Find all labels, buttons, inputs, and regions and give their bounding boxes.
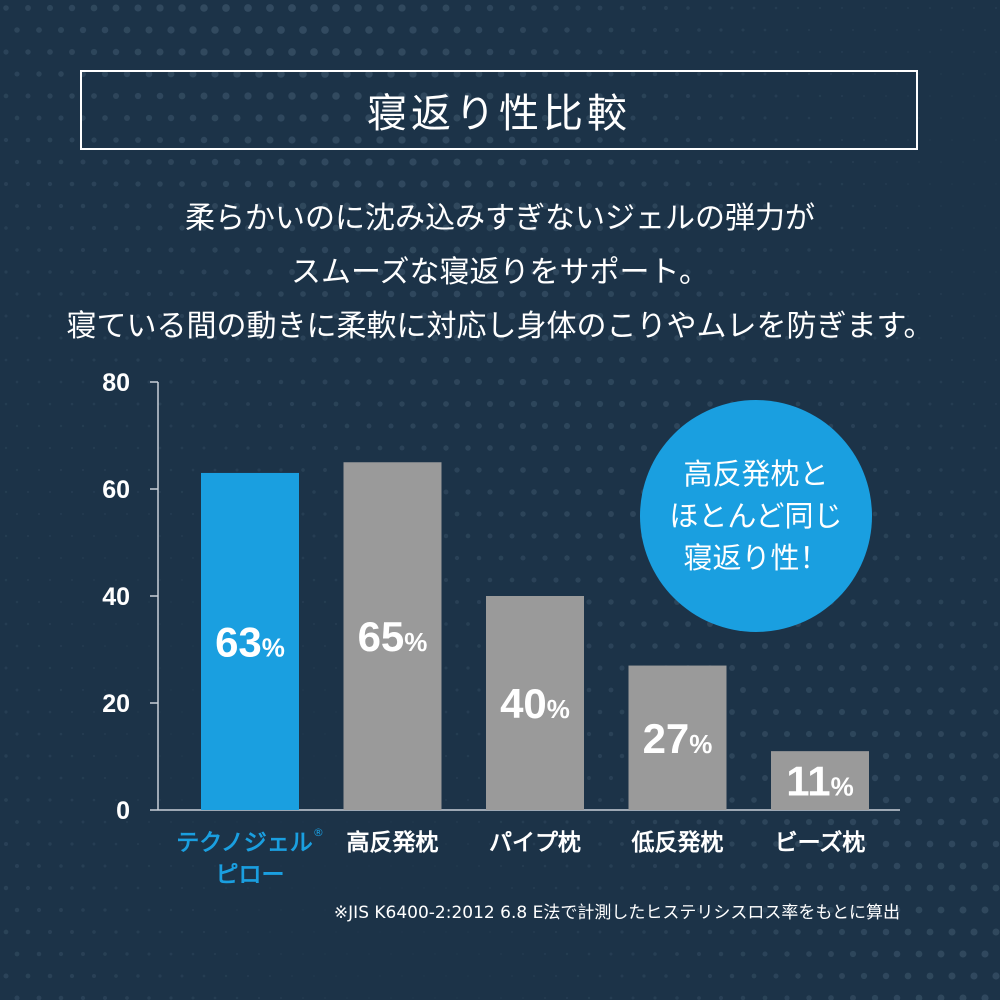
category-label-text: 高反発枕 (347, 829, 439, 856)
category-label-text: 低反発枕 (631, 830, 724, 856)
category-label-text: パイプ枕 (489, 830, 581, 856)
category-label: ビーズ枕 (775, 829, 866, 856)
data-label-value: 27 (643, 715, 690, 762)
data-label: 63% (215, 618, 285, 665)
description-line: 柔らかいのに沈み込みすぎないジェルの弾力が (185, 201, 815, 236)
y-tick-label: 60 (102, 476, 130, 504)
category-label-text: ビーズ枕 (775, 829, 866, 856)
bar-2 (486, 596, 584, 810)
y-tick-label: 80 (102, 369, 130, 397)
callout-line: 寝返り性！ (683, 541, 829, 575)
y-tick-label: 0 (116, 797, 130, 825)
data-label-unit: % (262, 632, 285, 662)
bar-3 (628, 665, 727, 810)
dot-pattern (3, 4, 1000, 1000)
data-label-unit: % (831, 772, 854, 802)
description-line: スムーズな寝返りをサポート。 (291, 255, 709, 290)
data-label-unit: % (547, 694, 570, 724)
bar-chart: 0 20 40 60 80 63% テクノジェル® ピロー 65% 高反発枕 40% パイプ枕 27% 低… (102, 369, 900, 888)
callout-line: 高反発枕と (683, 457, 829, 491)
data-label: 65% (358, 613, 428, 660)
page-title: 寝返り性比較 (367, 91, 631, 137)
category-label: テクノジェル® (176, 826, 324, 856)
category-label-text: テクノジェル (176, 830, 313, 856)
callout-badge: 高反発枕と ほとんど同じ 寝返り性！ (640, 400, 872, 632)
bar-0 (201, 472, 299, 810)
y-tick-label: 20 (102, 690, 130, 718)
data-label-value: 40 (500, 680, 547, 727)
y-tick-label: 40 (102, 583, 130, 611)
data-label-unit: % (689, 729, 712, 759)
bar-4 (771, 751, 869, 810)
data-label-value: 65 (358, 613, 405, 660)
data-label-value: 63 (215, 618, 262, 665)
data-label-value: 11 (786, 758, 830, 805)
description-line: 寝ている間の動きに柔軟に対応し身体のこりやムレを防ぎます。 (66, 309, 934, 344)
bar-1 (343, 462, 442, 810)
callout-line: ほとんど同じ (669, 499, 843, 533)
data-label: 11% (786, 758, 854, 805)
category-label: 高反発枕 (347, 829, 439, 856)
data-label: 27% (643, 715, 713, 762)
title-box: 寝返り性比較 (80, 70, 918, 150)
description: 柔らかいのに沈み込みすぎないジェルの弾力が スムーズな寝返りをサポート。 寝てい… (0, 192, 1000, 354)
category-label: パイプ枕 (489, 830, 581, 856)
data-label: 40% (500, 680, 570, 727)
data-label-unit: % (404, 627, 427, 657)
registered-mark: ® (313, 826, 324, 839)
category-label: 低反発枕 (631, 830, 724, 856)
category-sublabel: ピロー (216, 862, 285, 888)
footnote: ※JIS K6400-2:2012 6.8 E法で計測したヒステリシスロス率をも… (333, 903, 900, 923)
